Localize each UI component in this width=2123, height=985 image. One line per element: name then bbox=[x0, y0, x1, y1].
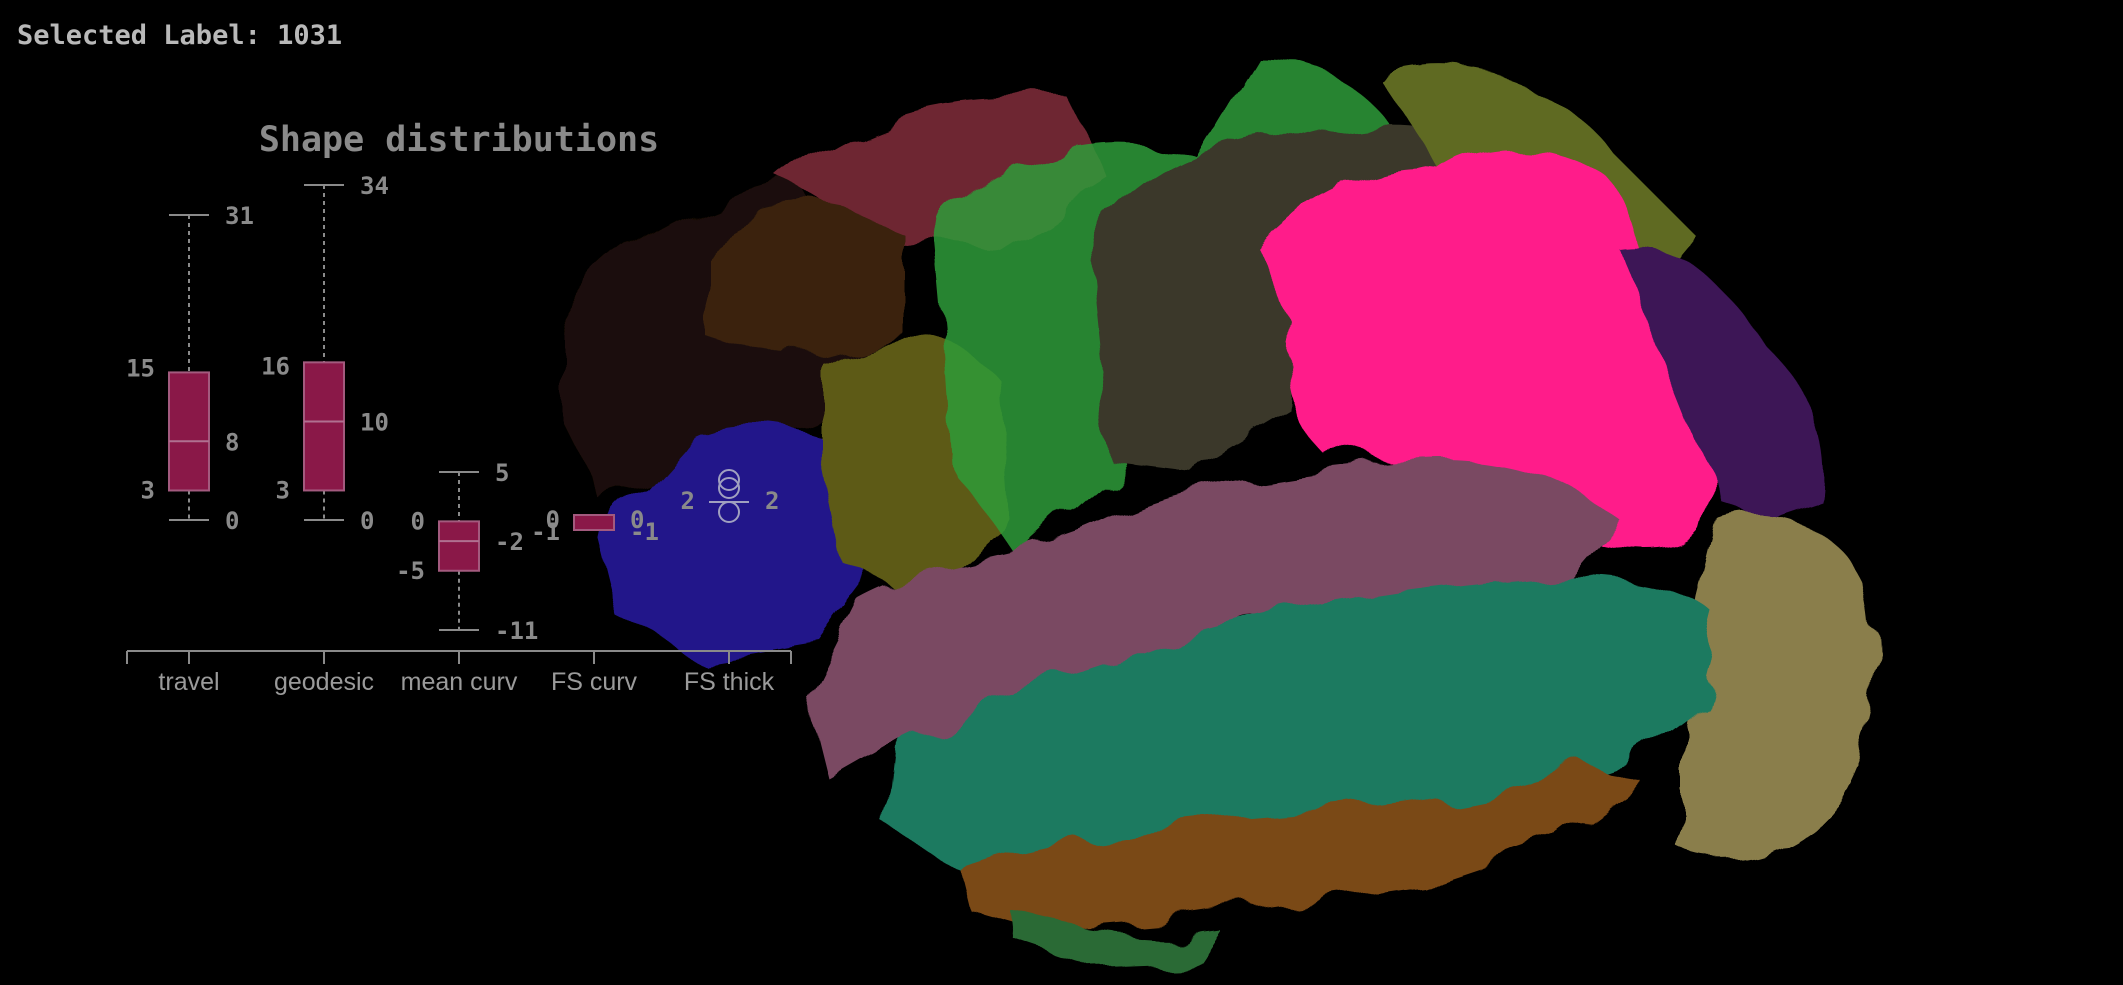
brain-region-brown-2[interactable] bbox=[700, 209, 900, 360]
label-median: 2 bbox=[765, 487, 779, 515]
label-q1: -5 bbox=[396, 557, 425, 585]
label-min: 0 bbox=[360, 507, 374, 535]
label-q1: 3 bbox=[276, 476, 290, 504]
brain-region-blue[interactable] bbox=[600, 426, 880, 660]
brain-region-tan[interactable] bbox=[1680, 513, 1880, 860]
box-iqr bbox=[168, 371, 210, 492]
x-tick-label: geodesic bbox=[274, 668, 374, 696]
brain-region-teal[interactable] bbox=[890, 576, 1720, 870]
label-min: -11 bbox=[495, 617, 538, 645]
label-max: 31 bbox=[225, 202, 254, 230]
label-q3: 16 bbox=[261, 352, 290, 380]
label-median: -2 bbox=[495, 528, 524, 556]
label-min: 0 bbox=[225, 507, 239, 535]
x-tick-label: FS curv bbox=[551, 668, 638, 696]
brain-region-purple[interactable] bbox=[1620, 248, 1822, 521]
label-median: 8 bbox=[225, 428, 239, 456]
chart-title: Shape distributions bbox=[259, 120, 659, 160]
label-max: 34 bbox=[360, 172, 389, 200]
label-q1: 2 bbox=[681, 487, 695, 515]
brain-region-highlighted[interactable] bbox=[1260, 148, 1708, 551]
label-median: -1 bbox=[531, 518, 560, 546]
x-tick-label: travel bbox=[158, 668, 219, 696]
label-q1: -1 bbox=[630, 518, 659, 546]
box-iqr bbox=[573, 514, 615, 531]
label-median: 10 bbox=[360, 408, 389, 436]
box-iqr bbox=[438, 520, 480, 572]
outlier-point bbox=[718, 501, 740, 523]
outlier-point bbox=[718, 469, 740, 491]
brain-region-green-lower[interactable] bbox=[1010, 910, 1220, 965]
label-max: 5 bbox=[495, 459, 509, 487]
label-q3: 0 bbox=[411, 507, 425, 535]
x-tick-label: FS thick bbox=[684, 668, 775, 696]
selected-label-readout: Selected Label: 1031 bbox=[17, 20, 343, 51]
outlier-point bbox=[718, 477, 740, 499]
brain-region-orange[interactable] bbox=[960, 760, 1640, 930]
label-q1: 3 bbox=[141, 476, 155, 504]
label-q3: 0 bbox=[546, 506, 560, 534]
brain-icon bbox=[560, 60, 1880, 965]
label-q3: 15 bbox=[126, 354, 155, 382]
x-tick-label: mean curv bbox=[401, 668, 518, 696]
label-max: 0 bbox=[630, 506, 644, 534]
box-iqr bbox=[303, 361, 345, 492]
